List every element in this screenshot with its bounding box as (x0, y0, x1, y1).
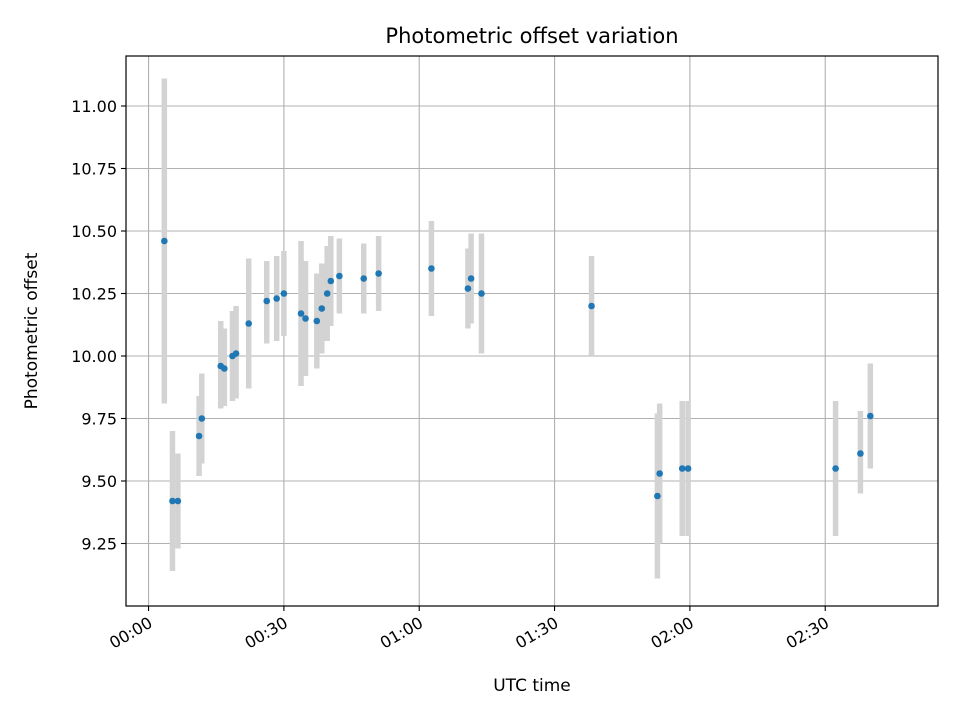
data-point (428, 265, 435, 272)
data-point (375, 270, 382, 277)
data-point (245, 320, 253, 327)
data-point (654, 492, 661, 500)
data-point (336, 272, 343, 280)
data-points (161, 237, 874, 505)
data-point (263, 297, 271, 305)
data-point (273, 295, 280, 302)
x-tick-label: 02:30 (783, 613, 832, 653)
data-point (678, 465, 686, 472)
y-tick-label: 9.25 (81, 535, 117, 554)
error-bars (161, 78, 874, 579)
data-point (832, 465, 839, 472)
y-tick-label: 10.75 (71, 160, 117, 179)
data-point (302, 315, 309, 322)
data-point (360, 275, 368, 282)
x-tick-label: 00:30 (241, 613, 290, 653)
data-point (323, 290, 331, 297)
data-point (318, 305, 326, 312)
data-point (297, 310, 305, 317)
data-point (464, 285, 472, 292)
plot-frame (125, 55, 939, 607)
data-point (857, 450, 864, 457)
y-tick-label: 9.75 (81, 410, 117, 429)
data-point (684, 465, 692, 472)
data-point (588, 302, 595, 310)
data-point (656, 470, 663, 477)
y-axis-ticks: 9.25 9.50 9.75 10.00 10.25 10.50 10.75 11.00 (71, 97, 126, 554)
y-axis-title: Photometric offset (22, 252, 42, 409)
data-point (313, 317, 321, 325)
x-tick-label: 02:00 (647, 613, 696, 653)
x-tick-label: 01:00 (377, 613, 426, 653)
data-point (221, 365, 228, 372)
data-point (467, 275, 475, 282)
y-tick-label: 10.00 (71, 347, 117, 366)
data-point (867, 412, 874, 420)
x-axis-title: UTC time (493, 676, 571, 696)
x-tick-label: 01:30 (512, 613, 561, 653)
data-point (174, 497, 182, 505)
data-point (232, 350, 240, 357)
y-tick-label: 10.50 (71, 222, 117, 241)
y-tick-label: 10.25 (71, 285, 117, 304)
data-point (280, 290, 288, 297)
x-axis-ticks: 00:00 00:30 01:00 01:30 02:00 02:30 (106, 606, 832, 653)
grid (126, 56, 938, 606)
chart-title: Photometric offset variation (385, 24, 678, 48)
y-tick-label: 11.00 (71, 97, 117, 116)
data-point (327, 277, 335, 285)
data-point (478, 290, 485, 297)
data-point (169, 497, 176, 505)
data-point (198, 415, 206, 422)
x-tick-label: 00:00 (106, 613, 155, 653)
data-point (195, 432, 203, 440)
data-point (161, 237, 168, 245)
y-tick-label: 9.50 (81, 472, 117, 491)
